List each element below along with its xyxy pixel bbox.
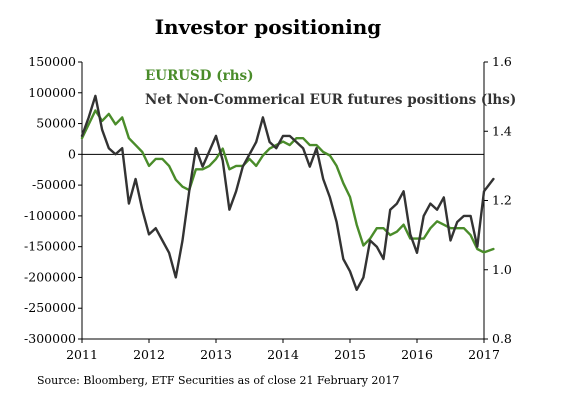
right-axis-ticks: 1.6 1.4 1.2 1.0 0.8 <box>484 54 512 346</box>
x-tick-label: 2017 <box>468 347 500 362</box>
x-axis-ticks: 2011 2012 2013 2014 2015 2016 2017 <box>66 339 500 362</box>
left-tick-label: -300000 <box>24 331 76 346</box>
x-tick-label: 2013 <box>200 347 232 362</box>
legend-entry-futures-positions: Net Non-Commerical EUR futures positions… <box>145 92 516 108</box>
left-tick-label: 50000 <box>36 116 76 131</box>
x-tick-label: 2016 <box>401 347 433 362</box>
x-tick-label: 2012 <box>133 347 165 362</box>
series-line-futures-positions <box>80 94 495 291</box>
series-line-eurusd <box>80 109 495 254</box>
legend-entry-eurusd: EURUSD (rhs) <box>145 68 254 84</box>
series-layer <box>80 94 495 291</box>
right-tick-label: 1.4 <box>492 123 512 138</box>
plot-area: 150000 100000 50000 0 -50000 -100000 -150000 -2… <box>24 54 512 362</box>
left-tick-label: -100000 <box>24 208 76 223</box>
x-tick-label: 2011 <box>66 347 98 362</box>
left-tick-label: 150000 <box>28 54 76 69</box>
legend: EURUSD (rhs) Net Non-Commerical EUR futu… <box>145 68 516 108</box>
left-tick-label: -250000 <box>24 300 76 315</box>
left-tick-label: 0 <box>68 146 76 161</box>
left-axis-ticks: 150000 100000 50000 0 -50000 -100000 -150000 -2… <box>24 54 82 346</box>
left-tick-label: -50000 <box>32 177 76 192</box>
chart-title: Investor positioning <box>155 15 382 39</box>
right-tick-label: 1.0 <box>492 262 512 277</box>
source-note: Source: Bloomberg, ETF Securities as of … <box>37 374 399 387</box>
right-tick-label: 1.6 <box>492 54 512 69</box>
left-tick-label: -200000 <box>24 269 76 284</box>
x-tick-label: 2014 <box>267 347 299 362</box>
left-tick-label: 100000 <box>28 85 76 100</box>
x-tick-label: 2015 <box>334 347 366 362</box>
right-tick-label: 0.8 <box>492 331 512 346</box>
left-tick-label: -150000 <box>24 239 76 254</box>
right-tick-label: 1.2 <box>492 193 512 208</box>
